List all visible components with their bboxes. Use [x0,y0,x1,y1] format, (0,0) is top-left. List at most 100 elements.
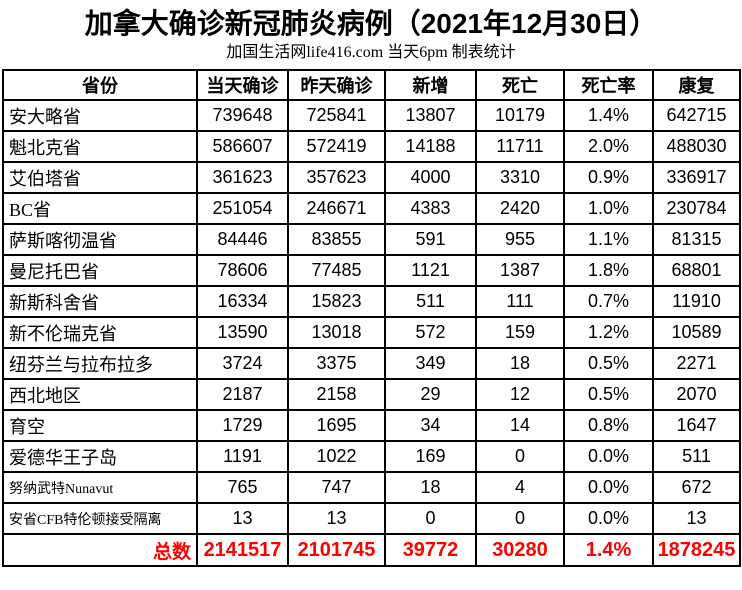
value-cell: 159 [475,316,565,349]
table-row: 新不伦瑞克省 13590 13018 572 159 1.2% 10589 [2,316,741,349]
value-cell: 10589 [652,316,741,349]
value-cell: 12 [475,378,565,411]
value-cell: 1121 [384,254,477,287]
total-value-cell: 1878245 [652,533,741,567]
value-cell: 1647 [652,409,741,442]
value-cell: 591 [384,223,477,256]
table-header-row: 省份 当天确诊 昨天确诊 新增 死亡 死亡率 康复 [2,69,741,101]
total-value-cell: 2101745 [287,533,386,567]
value-cell: 18 [384,471,477,504]
total-label-cell: 总数 [2,533,198,567]
value-cell: 4383 [384,192,477,225]
value-cell: 14188 [384,130,477,163]
value-cell: 586607 [196,130,289,163]
value-cell: 169 [384,440,477,473]
value-cell: 251054 [196,192,289,225]
table-row: 育空 1729 1695 34 14 0.8% 1647 [2,409,741,442]
value-cell: 349 [384,347,477,380]
page: { "chart_data": { "type": "table", "titl… [0,8,742,590]
value-cell: 10179 [475,99,565,132]
province-name-cell: BC省 [2,192,198,225]
value-cell: 84446 [196,223,289,256]
value-cell: 2187 [196,378,289,411]
value-cell: 0.9% [563,161,654,194]
province-name-cell: 安大略省 [2,99,198,132]
table-row: 魁北克省 586607 572419 14188 11711 2.0% 488030 [2,130,741,163]
value-cell: 13018 [287,316,386,349]
value-cell: 0.5% [563,378,654,411]
value-cell: 1.4% [563,99,654,132]
value-cell: 0 [475,502,565,535]
value-cell: 1729 [196,409,289,442]
value-cell: 336917 [652,161,741,194]
value-cell: 572419 [287,130,386,163]
value-cell: 1387 [475,254,565,287]
table-row: 爱德华王子岛 1191 1022 169 0 0.0% 511 [2,440,741,473]
value-cell: 747 [287,471,386,504]
value-cell: 2271 [652,347,741,380]
value-cell: 0.5% [563,347,654,380]
value-cell: 2420 [475,192,565,225]
value-cell: 3310 [475,161,565,194]
value-cell: 1.8% [563,254,654,287]
province-name-cell: 萨斯喀彻温省 [2,223,198,256]
value-cell: 642715 [652,99,741,132]
value-cell: 2158 [287,378,386,411]
value-cell: 68801 [652,254,741,287]
table-row: 安省CFB特伦顿接受隔离 13 13 0 0 0.0% 13 [2,502,741,535]
stats-report: 加拿大确诊新冠肺炎病例（2021年12月30日） 加国生活网life416.co… [0,8,742,590]
value-cell: 0.0% [563,502,654,535]
table-row: 艾伯塔省 361623 357623 4000 3310 0.9% 336917 [2,161,741,194]
total-value-cell: 39772 [384,533,477,567]
province-name-cell: 努纳武特Nunavut [2,471,198,504]
value-cell: 572 [384,316,477,349]
value-cell: 0.0% [563,440,654,473]
value-cell: 111 [475,285,565,318]
value-cell: 511 [384,285,477,318]
value-cell: 230784 [652,192,741,225]
value-cell: 0 [475,440,565,473]
total-value-cell: 30280 [475,533,565,567]
total-value-cell: 2141517 [196,533,289,567]
table-row: 安大略省 739648 725841 13807 10179 1.4% 642715 [2,99,741,132]
value-cell: 511 [652,440,741,473]
value-cell: 16334 [196,285,289,318]
value-cell: 1.2% [563,316,654,349]
value-cell: 3724 [196,347,289,380]
value-cell: 78606 [196,254,289,287]
province-name-cell: 纽芬兰与拉布拉多 [2,347,198,380]
value-cell: 34 [384,409,477,442]
value-cell: 4 [475,471,565,504]
value-cell: 725841 [287,99,386,132]
table-row: 曼尼托巴省 78606 77485 1121 1387 1.8% 68801 [2,254,741,287]
value-cell: 3375 [287,347,386,380]
page-title: 加拿大确诊新冠肺炎病例（2021年12月30日） [84,8,658,39]
value-cell: 357623 [287,161,386,194]
table-row: 新斯科舍省 16334 15823 511 111 0.7% 11910 [2,285,741,318]
province-name-cell: 育空 [2,409,198,442]
province-name-cell: 魁北克省 [2,130,198,163]
covid-stats-table: 省份 当天确诊 昨天确诊 新增 死亡 死亡率 康复 安大略省 739648 725841 1380… [2,69,741,567]
value-cell: 1.0% [563,192,654,225]
value-cell: 11910 [652,285,741,318]
value-cell: 29 [384,378,477,411]
table-total-row: 总数 2141517 2101745 39772 30280 1.4% 1878245 [2,533,741,567]
value-cell: 15823 [287,285,386,318]
value-cell: 2.0% [563,130,654,163]
value-cell: 1191 [196,440,289,473]
table-row: BC省 251054 246671 4383 2420 1.0% 230784 [2,192,741,225]
table-row: 努纳武特Nunavut 765 747 18 4 0.0% 672 [2,471,741,504]
value-cell: 13 [652,502,741,535]
value-cell: 765 [196,471,289,504]
table-row: 萨斯喀彻温省 84446 83855 591 955 1.1% 81315 [2,223,741,256]
value-cell: 1022 [287,440,386,473]
value-cell: 672 [652,471,741,504]
value-cell: 361623 [196,161,289,194]
value-cell: 4000 [384,161,477,194]
value-cell: 1.1% [563,223,654,256]
province-name-cell: 安省CFB特伦顿接受隔离 [2,502,198,535]
province-name-cell: 艾伯塔省 [2,161,198,194]
value-cell: 11711 [475,130,565,163]
column-header-5: 死亡率 [563,69,654,101]
province-name-cell: 西北地区 [2,378,198,411]
